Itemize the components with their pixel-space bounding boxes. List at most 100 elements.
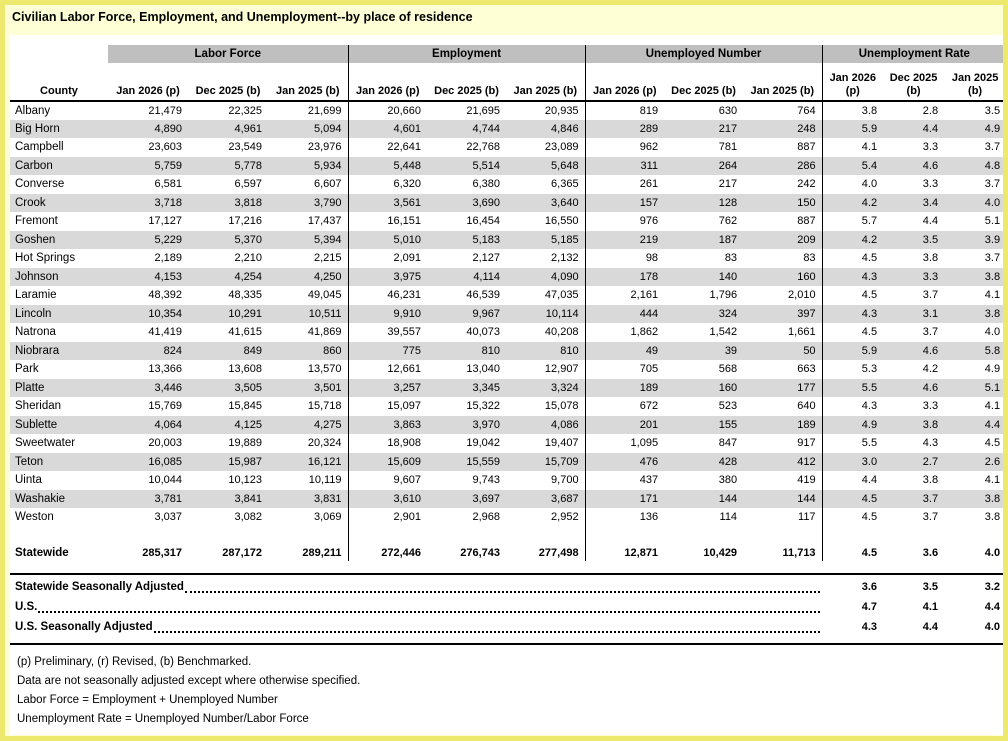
value-cell: 640 xyxy=(743,397,823,416)
value-cell: 15,078 xyxy=(506,397,586,416)
value-cell: 6,320 xyxy=(393,178,422,191)
value-cell: 9,700 xyxy=(506,471,586,490)
value-cell: 40,073 xyxy=(466,326,501,339)
value-cell: 15,097 xyxy=(387,400,422,413)
value-cell: 5,010 xyxy=(348,230,428,249)
value-cell: 324 xyxy=(664,304,744,323)
value-cell: 3,561 xyxy=(348,193,428,212)
table-row: Campbell 23,603 23,549 23,976 22,641 22,… xyxy=(10,138,1003,157)
county-cell: Platte xyxy=(10,378,108,397)
value-cell: 16,085 xyxy=(108,452,188,471)
value-cell: 4.0 xyxy=(984,546,1001,559)
table-row: Natrona 41,419 41,615 41,869 39,557 40,0… xyxy=(10,323,1003,342)
value-cell: 4.5 xyxy=(822,489,884,508)
value-cell: 437 xyxy=(639,474,659,487)
value-cell: 3,697 xyxy=(427,489,507,508)
value-cell: 5,778 xyxy=(188,156,268,175)
value-cell: 4.4 xyxy=(922,215,939,228)
value-cell: 4.4 xyxy=(944,415,1003,434)
value-cell: 3.7 xyxy=(922,511,939,524)
value-cell: 4.9 xyxy=(984,363,1001,376)
report-content: Labor Force Employment Unemployed Number… xyxy=(10,35,1003,735)
value-cell: 6,365 xyxy=(506,175,586,194)
value-cell: 4,086 xyxy=(506,415,586,434)
value-cell: 5,759 xyxy=(108,156,188,175)
adjusted-rate-row: Statewide Seasonally Adjusted 3.6 3.5 3.… xyxy=(10,577,1003,597)
value-cell: 3.3 xyxy=(922,141,939,154)
county-cell: Park xyxy=(15,363,39,376)
value-cell: 5.5 xyxy=(822,378,884,397)
value-cell: 4.6 xyxy=(883,341,945,360)
value-cell: 83 xyxy=(724,252,738,265)
table-row: Weston 3,037 3,082 3,069 2,901 2,968 2,9… xyxy=(10,508,1003,527)
value-cell: 4,114 xyxy=(427,267,507,286)
value-cell: 5,448 xyxy=(348,156,428,175)
value-cell: 177 xyxy=(743,378,823,397)
value-cell: 285,317 xyxy=(142,546,182,559)
value-cell: 3,640 xyxy=(506,193,586,212)
value-cell: 4.3 xyxy=(822,304,884,323)
table-row: Hot Springs 2,189 2,210 2,215 2,091 2,12… xyxy=(10,249,1003,268)
dotted-leader xyxy=(38,610,820,613)
county-cell: Lincoln xyxy=(10,304,108,323)
value-cell: 5.7 xyxy=(861,215,878,228)
value-cell: 3,345 xyxy=(427,378,507,397)
value-cell: 22,768 xyxy=(466,141,501,154)
value-cell: 3.1 xyxy=(883,304,945,323)
value-cell: 2,968 xyxy=(472,511,501,524)
county-cell: Crook xyxy=(10,193,108,212)
value-cell: 3,831 xyxy=(268,489,349,508)
value-cell: 9,910 xyxy=(348,304,428,323)
value-cell: 3.0 xyxy=(822,452,884,471)
value-cell: 397 xyxy=(743,304,823,323)
value-cell: 3.4 xyxy=(883,193,945,212)
value-cell: 5.5 xyxy=(861,437,878,450)
value-cell: 2,132 xyxy=(506,249,586,268)
value-cell: 17,216 xyxy=(228,215,262,228)
value-cell: 976 xyxy=(639,215,659,228)
table-row: Albany 21,479 22,325 21,699 20,660 21,69… xyxy=(10,101,1003,120)
value-cell: 5,514 xyxy=(427,156,507,175)
value-cell: 428 xyxy=(664,452,744,471)
value-cell: 23,549 xyxy=(228,141,262,154)
value-cell: 272,446 xyxy=(381,546,422,559)
value-cell: 136 xyxy=(639,511,659,524)
value-cell: 5.8 xyxy=(944,341,1003,360)
county-cell: Sweetwater xyxy=(15,437,76,450)
value-cell: 160 xyxy=(664,378,744,397)
county-cell: Washakie xyxy=(10,489,108,508)
value-cell: 187 xyxy=(664,230,744,249)
value-cell: 48,392 xyxy=(148,289,182,302)
footnote: Labor Force = Employment + Unemployed Nu… xyxy=(17,693,278,706)
value-cell: 5,183 xyxy=(427,230,507,249)
value-cell: 2,215 xyxy=(268,249,349,268)
value-cell: 10,044 xyxy=(148,474,182,487)
value-cell: 3,610 xyxy=(348,489,428,508)
value-cell: 49 xyxy=(585,341,665,360)
value-cell: 4.3 xyxy=(861,400,878,413)
county-cell: Converse xyxy=(15,178,65,191)
value-cell: 20,935 xyxy=(506,101,586,120)
value-cell: 2.6 xyxy=(944,452,1003,471)
value-cell: 11,713 xyxy=(743,538,823,561)
value-cell: 289,211 xyxy=(268,538,349,561)
value-cell: 3.8 xyxy=(861,104,878,117)
value-cell: 15,559 xyxy=(427,452,507,471)
value-cell: 6,581 xyxy=(154,178,182,191)
county-cell: Natrona xyxy=(15,326,56,339)
value-cell: 4.5 xyxy=(861,511,878,524)
value-cell: 3,863 xyxy=(348,415,428,434)
value-cell: 140 xyxy=(664,267,744,286)
value-cell: 13,570 xyxy=(268,360,349,379)
value-cell: 17,127 xyxy=(148,215,182,228)
value-cell: 189 xyxy=(743,415,823,434)
value-cell: 10,511 xyxy=(268,304,349,323)
value-cell: 3.3 xyxy=(922,178,939,191)
value-cell: 5,648 xyxy=(506,156,586,175)
table-row: Platte 3,446 3,505 3,501 3,257 3,345 3,3… xyxy=(10,378,1003,397)
value-cell: 4,125 xyxy=(188,415,268,434)
value-cell: 12,871 xyxy=(624,546,659,559)
adjusted-rate-row: U.S. 4.7 4.1 4.4 xyxy=(10,597,1003,617)
value-cell: 1,542 xyxy=(709,326,738,339)
value-cell: 1,661 xyxy=(743,323,823,342)
